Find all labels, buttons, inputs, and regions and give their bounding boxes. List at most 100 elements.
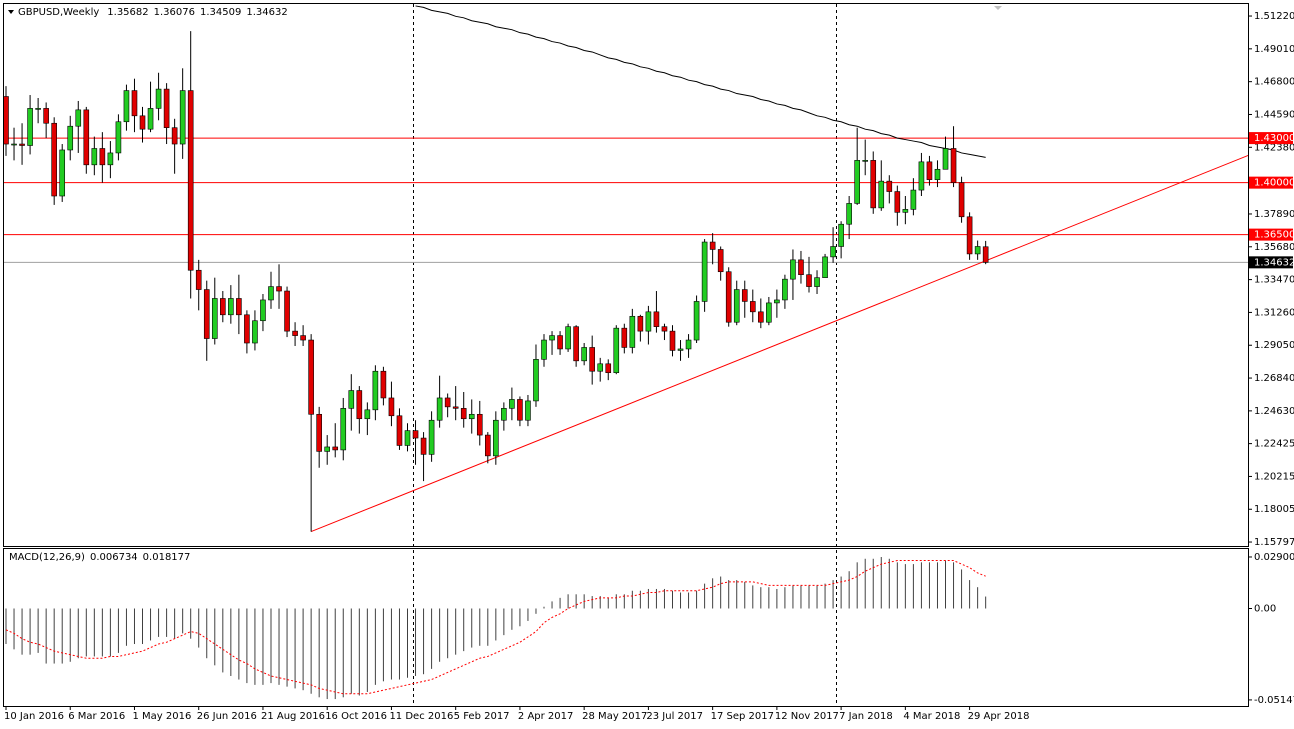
y-tick-label: 1.18005 (1254, 504, 1294, 515)
macd-frame (3, 548, 1249, 707)
candle-body (677, 348, 684, 351)
candle-body (926, 161, 933, 180)
candle-body (115, 121, 122, 154)
candle-body (436, 397, 443, 421)
candle-body (147, 108, 154, 130)
candle-body (91, 148, 98, 166)
candle-body (854, 160, 860, 204)
x-tick-label: 11 Dec 2016 (389, 711, 453, 722)
candle-body (43, 108, 49, 124)
candle-body (894, 191, 901, 213)
candle-body (958, 182, 965, 218)
y-tick-label: 1.15797 (1254, 537, 1294, 548)
candle-body (420, 437, 427, 455)
y-tick-label: 1.35680 (1254, 242, 1294, 253)
candle-body (131, 90, 138, 117)
y-tick-label: 1.24630 (1254, 406, 1294, 417)
level-label: 1.43000 (1254, 133, 1294, 144)
candle-body (316, 413, 322, 452)
candle-body (982, 246, 989, 263)
candle-body (717, 249, 724, 273)
candle-body (99, 148, 106, 166)
candle-body (260, 299, 266, 322)
candle-body (27, 108, 33, 146)
candle-body (918, 161, 925, 191)
level-label-bg (1249, 176, 1293, 189)
candle-body (806, 274, 812, 287)
candle-body (460, 408, 467, 420)
candle-body (798, 259, 804, 276)
candle-body (308, 339, 314, 415)
candle-body (444, 397, 451, 408)
x-tick-label: 6 Mar 2016 (68, 711, 125, 722)
y-tick-label: 1.31260 (1254, 307, 1294, 318)
level-label-bg (1249, 228, 1293, 241)
candle-body (396, 415, 403, 446)
x-tick-label: 12 Nov 2017 (775, 711, 839, 722)
y-tick-label: 1.26840 (1254, 373, 1294, 384)
candle-body (348, 390, 355, 409)
candle-body (934, 168, 941, 180)
candle-body (468, 413, 475, 420)
candle-body (637, 315, 644, 332)
signal-value: 0.018177 (143, 552, 191, 563)
candle-body (902, 209, 909, 213)
macd-title: MACD(12,26,9) (9, 552, 85, 563)
candle-body (252, 320, 258, 344)
candle-body (589, 347, 595, 372)
candle-body (653, 311, 660, 327)
candle-body (203, 289, 210, 339)
candle-body (766, 302, 772, 323)
candle-body (35, 108, 41, 110)
menu-arrow (8, 10, 14, 14)
x-tick-label: 23 Jul 2017 (646, 711, 703, 722)
candle-body (573, 326, 579, 362)
candle-body (645, 311, 652, 332)
candle-body (404, 430, 411, 446)
candle-body (372, 370, 379, 411)
candle-body (533, 359, 539, 402)
candle-body (758, 311, 764, 323)
candle-body (388, 397, 395, 417)
candle-body (236, 298, 242, 316)
candle-body (725, 271, 732, 323)
candle-body (211, 298, 218, 339)
y-tick-label: 1.33470 (1254, 275, 1294, 286)
candle-body (774, 299, 780, 304)
signal-line (5, 560, 986, 695)
candle-body (509, 399, 515, 409)
candle-body (428, 419, 435, 455)
candle-body (276, 286, 282, 292)
candle-body (661, 326, 668, 332)
candle-body (910, 189, 917, 210)
candle-body (484, 434, 491, 457)
macd-header: MACD(12,26,9) 0.006734 0.018177 (9, 552, 190, 563)
y-tick-label: 1.37890 (1254, 209, 1294, 220)
candle-body (621, 327, 628, 348)
candle-body (19, 143, 25, 146)
trendline (310, 154, 1248, 533)
y-tick-label: -0.051476 (1254, 695, 1294, 706)
candle-body (67, 125, 74, 151)
candle-body (476, 413, 483, 436)
high-value: 1.36076 (154, 7, 195, 18)
candle-body (452, 406, 459, 409)
candle-body (139, 115, 146, 130)
y-tick-label: 1.22425 (1254, 439, 1294, 450)
y-tick-label: 1.44590 (1254, 109, 1294, 120)
candle-body (493, 419, 499, 457)
price-plot (4, 5, 1248, 533)
candle-body (155, 88, 162, 109)
x-tick-label: 21 Aug 2016 (261, 711, 325, 722)
y-tick-label: 1.29050 (1254, 340, 1294, 351)
chart-header: GBPUSD,Weekly 1.35682 1.36076 1.34509 1.3463… (18, 7, 288, 18)
y-tick-label: 0.029008 (1254, 552, 1294, 563)
candle-body (950, 148, 957, 183)
candle-body (782, 278, 788, 301)
candle-body (581, 347, 587, 362)
macd-value: 0.006734 (90, 552, 138, 563)
candle-body (268, 286, 274, 301)
last-price-label: 1.34632 (1254, 257, 1294, 268)
